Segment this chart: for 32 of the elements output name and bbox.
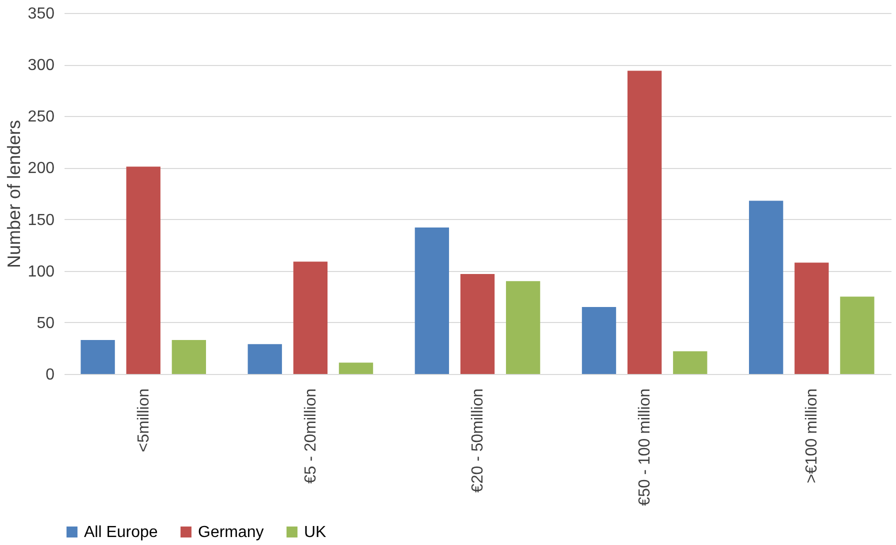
- bar: [248, 344, 282, 374]
- x-tick-label: €50 - 100 million: [636, 388, 654, 506]
- bar: [293, 262, 328, 374]
- x-tick-label: <5million: [135, 388, 152, 452]
- bar: [582, 306, 616, 374]
- bar: [126, 166, 160, 374]
- y-tick-label: 150: [28, 212, 55, 229]
- x-tick-label: >€100 million: [804, 388, 821, 484]
- bar: [794, 262, 829, 374]
- y-tick-label: 300: [28, 57, 55, 74]
- legend-label: Germany: [198, 524, 264, 541]
- bar: [338, 362, 374, 374]
- y-axis-title: Number of lenders: [4, 120, 24, 268]
- bar: [506, 281, 540, 374]
- x-tick-label: €5 - 20million: [302, 388, 320, 484]
- bar: [748, 200, 784, 374]
- y-tick-label: 200: [28, 160, 55, 178]
- y-tick-label: 250: [28, 108, 55, 126]
- bar: [627, 70, 662, 374]
- legend-label: UK: [304, 524, 327, 541]
- y-tick-label: 0: [46, 366, 55, 384]
- y-tick-label: 350: [28, 6, 55, 22]
- bar: [460, 274, 495, 374]
- y-tick-label: 100: [28, 263, 55, 280]
- legend-label: All Europe: [84, 524, 158, 541]
- y-tick-label: 50: [36, 314, 55, 332]
- bar: [673, 351, 708, 374]
- bar: [80, 340, 115, 374]
- bar: [172, 340, 206, 374]
- x-tick-label: €20 - 50million: [470, 388, 486, 493]
- bar: [840, 296, 874, 374]
- bar: [414, 228, 450, 374]
